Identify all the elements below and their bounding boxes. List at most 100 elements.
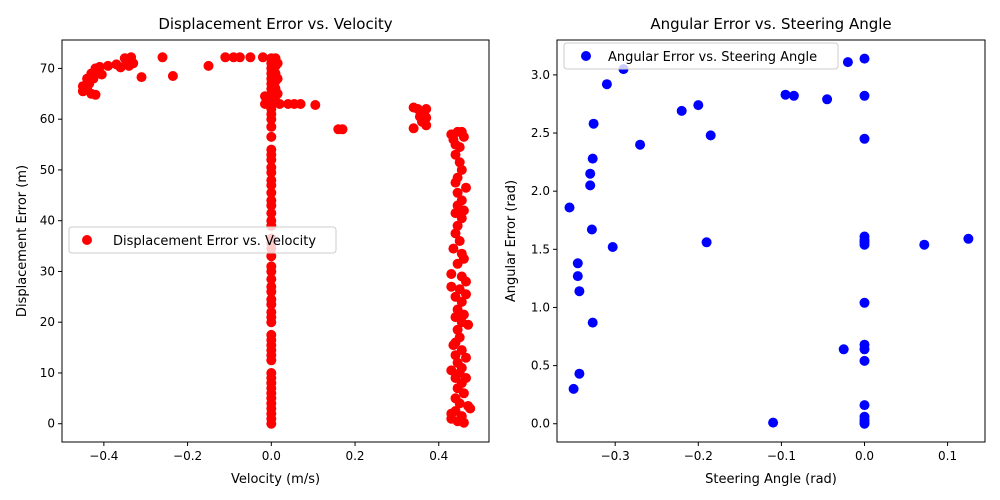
data-point bbox=[295, 99, 306, 109]
legend-label: Angular Error vs. Steering Angle bbox=[608, 50, 817, 65]
data-point bbox=[838, 344, 849, 355]
legend-marker bbox=[82, 235, 92, 245]
data-point bbox=[266, 355, 277, 366]
data-point bbox=[456, 164, 467, 175]
data-point bbox=[266, 299, 277, 310]
data-point bbox=[266, 180, 277, 191]
y-tick-label: 50 bbox=[40, 163, 55, 177]
legend-box bbox=[563, 42, 839, 70]
data-point bbox=[780, 89, 791, 100]
data-point bbox=[266, 208, 277, 219]
data-point bbox=[842, 57, 853, 68]
data-point bbox=[859, 297, 870, 308]
x-axis-label: Velocity (m/s) bbox=[231, 472, 320, 487]
data-point bbox=[266, 286, 277, 297]
data-point bbox=[693, 100, 704, 111]
data-point bbox=[456, 296, 467, 307]
data-point bbox=[448, 243, 459, 254]
scatter-points bbox=[564, 53, 974, 429]
x-axis-ticks: −0.3 −0.2 −0.1 0.0 0.1 bbox=[601, 442, 957, 463]
data-point bbox=[859, 355, 870, 366]
y-tick-label: 40 bbox=[40, 214, 55, 228]
data-point bbox=[574, 286, 585, 297]
y-tick-label: 1.0 bbox=[531, 300, 550, 314]
y-tick-label: 60 bbox=[40, 112, 55, 126]
data-point bbox=[94, 61, 105, 72]
data-point bbox=[452, 258, 463, 269]
data-point bbox=[220, 52, 231, 63]
x-tick-label: 0.4 bbox=[429, 449, 448, 463]
y-tick-label: 20 bbox=[40, 315, 55, 329]
y-tick-label: 0.0 bbox=[531, 417, 550, 431]
y-tick-label: 30 bbox=[40, 264, 55, 278]
data-point bbox=[266, 274, 277, 285]
y-tick-label: 0 bbox=[47, 417, 55, 431]
data-point bbox=[266, 131, 277, 142]
x-tick-label: 0.1 bbox=[938, 449, 957, 463]
x-tick-label: 0.0 bbox=[262, 449, 281, 463]
data-point bbox=[234, 52, 245, 63]
data-point bbox=[266, 114, 277, 125]
data-point bbox=[446, 269, 457, 279]
data-point bbox=[456, 213, 467, 224]
y-tick-label: 2.0 bbox=[531, 184, 550, 198]
data-point bbox=[585, 180, 596, 191]
data-point bbox=[245, 52, 256, 63]
data-point bbox=[266, 167, 277, 178]
data-point bbox=[572, 271, 583, 282]
data-point bbox=[465, 403, 476, 414]
y-tick-label: 10 bbox=[40, 366, 55, 380]
data-point bbox=[458, 388, 469, 399]
data-point bbox=[859, 53, 870, 64]
data-point bbox=[461, 289, 471, 300]
data-point bbox=[963, 233, 974, 244]
data-point bbox=[564, 202, 575, 213]
data-point bbox=[701, 237, 712, 248]
chart-title: Displacement Error vs. Velocity bbox=[158, 15, 392, 33]
chart-displacement-error: Displacement Error vs. Velocity −0.4 −0.2… bbox=[15, 15, 490, 487]
x-tick-label: −0.2 bbox=[684, 449, 713, 463]
data-point bbox=[103, 60, 113, 71]
y-tick-label: 3.0 bbox=[531, 68, 550, 82]
chart-angular-error: Angular Error vs. Steering Angle −0.3 −0.… bbox=[504, 15, 986, 487]
plot-frame bbox=[556, 39, 986, 443]
data-point bbox=[458, 131, 469, 142]
data-point bbox=[88, 73, 99, 84]
y-tick-label: 70 bbox=[40, 61, 55, 75]
data-point bbox=[859, 400, 870, 411]
data-point bbox=[266, 266, 277, 277]
data-point bbox=[461, 352, 471, 363]
y-tick-label: 0.5 bbox=[531, 359, 550, 373]
legend-label: Displacement Error vs. Velocity bbox=[113, 234, 316, 249]
data-point bbox=[454, 236, 465, 246]
data-point bbox=[448, 340, 459, 351]
data-point bbox=[446, 365, 457, 376]
data-point bbox=[203, 60, 214, 71]
data-point bbox=[601, 79, 612, 90]
data-point bbox=[919, 239, 930, 250]
data-point bbox=[266, 187, 277, 198]
x-tick-label: −0.4 bbox=[89, 449, 118, 463]
data-point bbox=[822, 94, 833, 105]
y-axis-label: Displacement Error (m) bbox=[15, 165, 30, 317]
data-point bbox=[458, 417, 469, 428]
data-point bbox=[257, 52, 268, 63]
data-point bbox=[587, 317, 598, 328]
data-point bbox=[454, 142, 465, 153]
data-point bbox=[337, 124, 348, 135]
data-point bbox=[461, 276, 471, 287]
data-point bbox=[452, 220, 463, 231]
data-point bbox=[859, 133, 870, 144]
x-axis-label: Steering Angle (rad) bbox=[705, 472, 837, 487]
data-point bbox=[450, 350, 461, 361]
x-tick-label: −0.2 bbox=[173, 449, 202, 463]
data-point bbox=[859, 239, 870, 250]
legend: Angular Error vs. Steering Angle bbox=[563, 42, 839, 70]
data-point bbox=[859, 344, 870, 355]
x-tick-label: 0.2 bbox=[345, 449, 364, 463]
data-point bbox=[450, 228, 461, 239]
y-axis-label: Angular Error (rad) bbox=[504, 180, 519, 302]
data-point bbox=[586, 224, 597, 235]
data-point bbox=[635, 139, 646, 150]
